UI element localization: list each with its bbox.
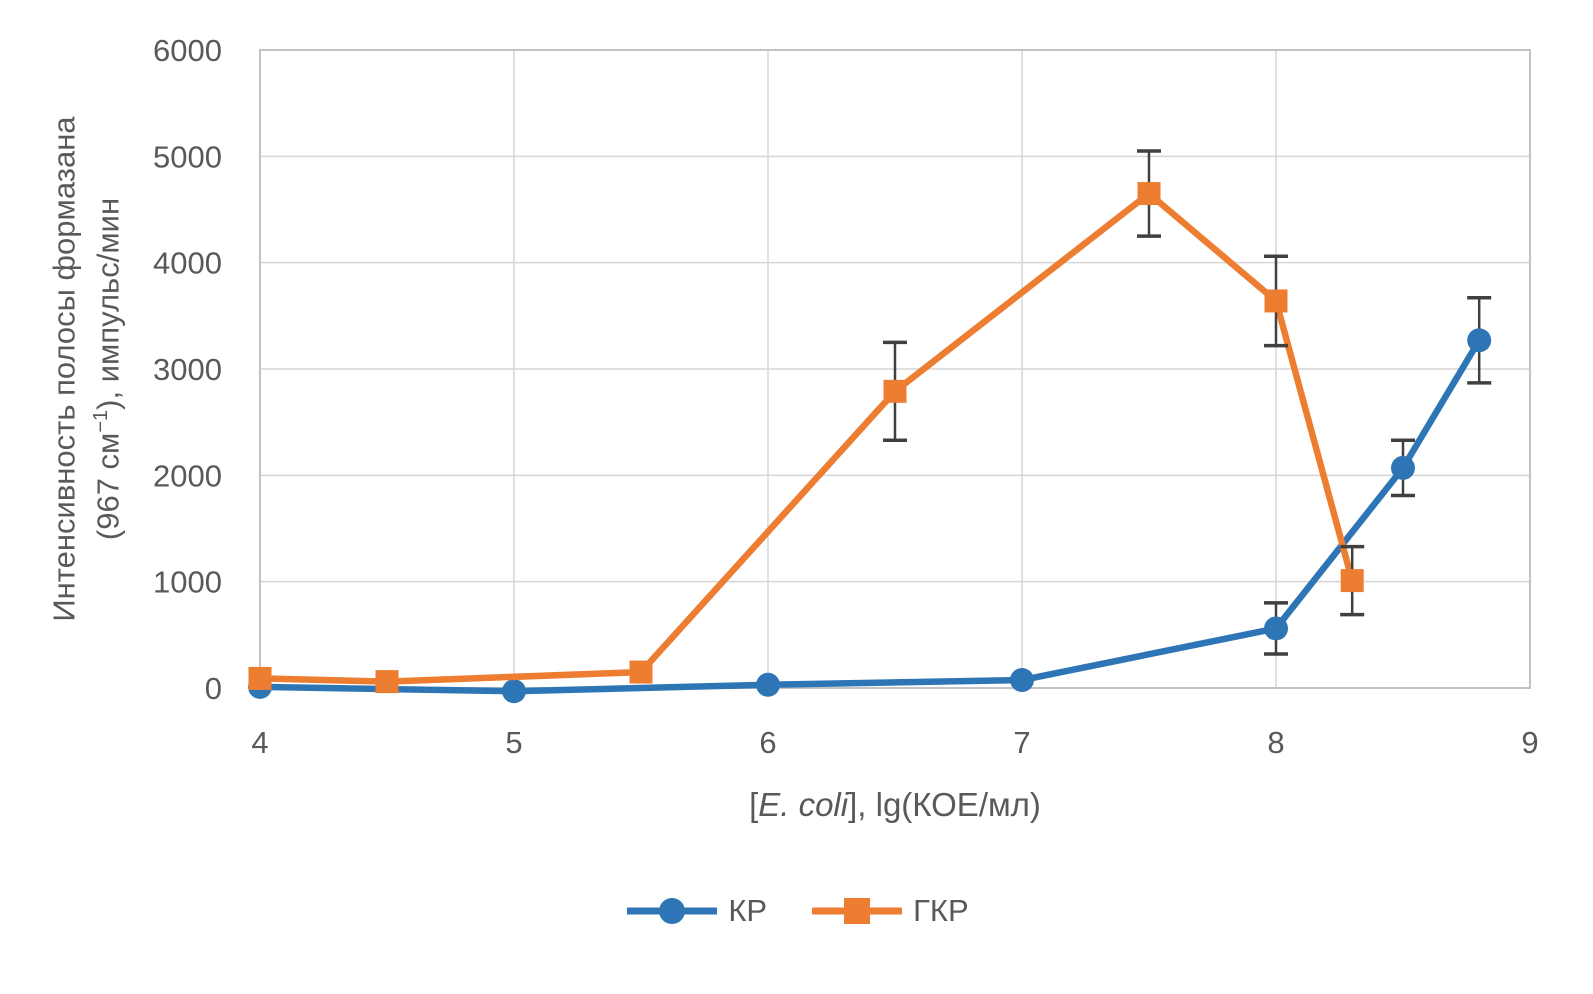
marker-ГКР: [1137, 182, 1161, 206]
marker-ГКР: [248, 666, 272, 690]
marker-КР: [1010, 668, 1034, 693]
x-tick-label: 7: [1013, 725, 1030, 760]
legend: КР ГКР: [0, 893, 1593, 929]
legend-swatch-part: [659, 898, 686, 924]
marker-ГКР: [375, 670, 399, 694]
marker-КР: [1264, 616, 1288, 641]
y-tick-label: 1000: [153, 565, 222, 600]
legend-label-gkr: ГКР: [913, 893, 969, 928]
marker-КР: [756, 672, 780, 697]
marker-КР: [502, 679, 526, 704]
marker-ГКР: [1264, 289, 1288, 313]
y-tick-label: 3000: [153, 352, 222, 387]
plot-border: [259, 49, 1531, 689]
series-line-КР: [256, 337, 1483, 695]
legend-item-gkr[interactable]: ГКР: [809, 893, 969, 929]
marker-КР: [1467, 328, 1492, 353]
marker-ГКР: [629, 660, 653, 684]
marker-ГКР: [883, 379, 907, 403]
y-tick-label: 4000: [153, 246, 222, 281]
marker-ГКР: [1340, 569, 1364, 593]
x-tick-label: 6: [759, 725, 776, 760]
y-tick-label: 2000: [153, 458, 222, 493]
y-tick-label: 0: [205, 671, 222, 706]
y-tick-label: 5000: [153, 139, 222, 174]
legend-item-kr[interactable]: КР: [624, 893, 767, 929]
legend-swatch-part: [844, 898, 871, 924]
y-tick-label: 6000: [153, 33, 222, 68]
x-tick-label: 5: [505, 725, 522, 760]
legend-swatch-gkr-icon: [812, 898, 903, 924]
x-tick-label: 9: [1521, 725, 1538, 760]
x-tick-label: 8: [1267, 725, 1284, 760]
x-tick-label: 4: [251, 725, 268, 760]
marker-КР: [1391, 455, 1415, 480]
legend-label-kr: КР: [728, 893, 768, 928]
x-axis-title: [E. coli], lg(КОЕ/мл): [749, 786, 1041, 823]
series-line-ГКР: [256, 190, 1356, 685]
legend-swatch-kr-icon: [627, 898, 718, 924]
